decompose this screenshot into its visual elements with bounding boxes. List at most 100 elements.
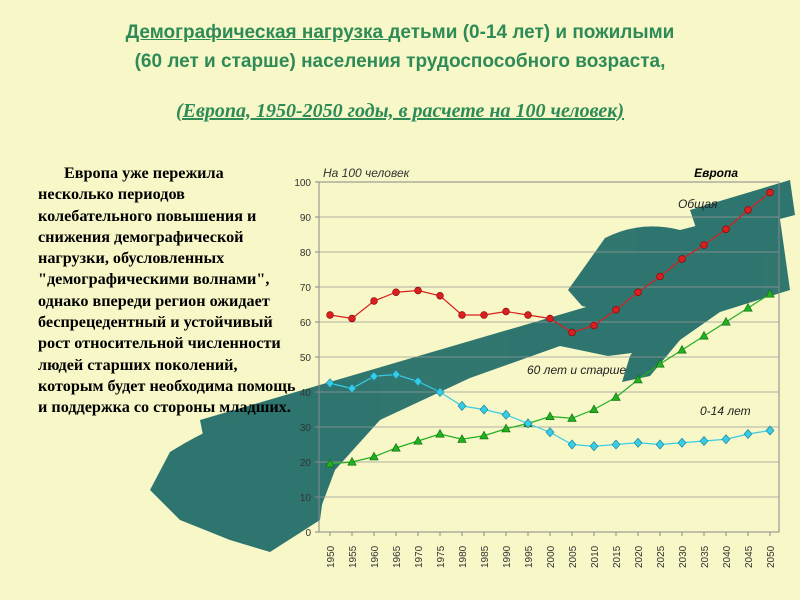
corner-label: На 100 человек [323, 166, 411, 180]
y-tick-label: 50 [300, 353, 312, 364]
data-point [457, 434, 467, 443]
data-point [347, 456, 357, 466]
data-point [656, 272, 664, 281]
data-point [391, 442, 401, 452]
x-tick-label: 2045 [744, 545, 755, 568]
data-point [523, 418, 533, 429]
slide-title: Демографическая нагрузка детьми (0-14 ле… [40, 18, 760, 76]
y-axis-ticks: 0 10 20 30 40 50 60 70 80 90 100 [294, 178, 319, 539]
data-point [545, 411, 555, 421]
data-point [633, 437, 643, 448]
data-point [546, 314, 554, 323]
data-point [435, 428, 445, 438]
x-tick-label: 1970 [414, 545, 425, 568]
x-tick-label: 2015 [612, 545, 623, 568]
title-link[interactable]: Демографическая нагрузка [125, 22, 389, 43]
series-total [326, 188, 774, 337]
data-point [369, 451, 379, 461]
series-label-children: 0-14 лет [700, 404, 751, 418]
x-tick-label: 2050 [766, 545, 777, 568]
x-axis-ticks: 1950 1955 1960 1965 1970 1975 1980 1985 1990 1995… [326, 532, 777, 568]
data-point [567, 413, 577, 422]
y-tick-label: 70 [300, 283, 312, 294]
data-point [721, 434, 731, 445]
data-point [325, 458, 335, 468]
x-tick-label: 1965 [392, 545, 403, 568]
y-tick-label: 0 [305, 528, 311, 539]
data-point [348, 314, 356, 323]
data-point [678, 255, 686, 263]
data-point [765, 288, 775, 298]
data-point [699, 436, 709, 446]
data-point [458, 311, 466, 319]
y-tick-label: 30 [300, 423, 312, 434]
data-point [413, 376, 423, 387]
y-tick-label: 80 [300, 248, 312, 259]
x-tick-label: 1960 [370, 545, 381, 568]
data-point [743, 429, 753, 439]
y-tick-label: 60 [300, 318, 312, 329]
region-label: Европа [694, 166, 738, 180]
data-point [634, 288, 642, 296]
x-tick-label: 2035 [700, 545, 711, 568]
x-tick-label: 1950 [326, 545, 337, 568]
data-point [545, 427, 555, 438]
data-point [590, 321, 598, 330]
x-tick-label: 2010 [590, 545, 601, 568]
data-point [568, 328, 576, 337]
body-paragraph: Европа уже пережила несколько периодов к… [38, 164, 296, 417]
data-point [479, 404, 489, 415]
x-tick-label: 2020 [634, 545, 645, 568]
x-tick-label: 2025 [656, 545, 667, 568]
data-point [743, 302, 753, 312]
title-line1-rest: детьми (0-14 лет) и пожилыми [388, 22, 675, 43]
series-elderly [325, 288, 775, 468]
y-tick-label: 40 [300, 388, 312, 399]
title-line2: (60 лет и старше) населения трудоспособн… [134, 51, 666, 72]
data-point [436, 292, 444, 300]
data-point [347, 383, 357, 394]
data-point [414, 286, 422, 295]
data-point [567, 439, 577, 450]
y-tick-label: 10 [300, 493, 312, 504]
y-tick-label: 20 [300, 458, 312, 469]
data-point [370, 297, 378, 305]
data-point [612, 306, 620, 314]
data-point [700, 241, 708, 249]
y-tick-label: 90 [300, 213, 312, 224]
data-point [326, 311, 334, 319]
data-point [502, 307, 510, 316]
series-children [325, 369, 775, 452]
series-layer [325, 188, 775, 468]
data-point [744, 206, 752, 214]
data-point [699, 330, 709, 340]
data-point [765, 425, 775, 436]
data-point [369, 371, 379, 382]
data-point [589, 441, 599, 452]
data-point [766, 188, 774, 197]
x-tick-label: 2005 [568, 545, 579, 568]
data-point [325, 378, 335, 389]
x-tick-label: 2000 [546, 545, 557, 568]
x-tick-label: 2030 [678, 545, 689, 568]
data-point [589, 404, 599, 414]
data-point [722, 225, 730, 233]
x-tick-label: 1985 [480, 545, 491, 568]
data-point [721, 316, 731, 326]
data-point [611, 392, 621, 401]
data-point [392, 288, 400, 296]
y-tick-label: 100 [294, 178, 311, 189]
series-label-total: Общая [678, 197, 718, 211]
x-tick-label: 1955 [348, 545, 359, 568]
x-tick-label: 2040 [722, 545, 733, 568]
data-point [655, 358, 665, 368]
x-tick-label: 1980 [458, 545, 469, 568]
x-tick-label: 1975 [436, 545, 447, 568]
data-point [655, 439, 665, 450]
data-point [677, 344, 687, 354]
slide-subtitle: (Европа, 1950-2050 годы, в расчете на 10… [175, 100, 625, 122]
data-point [501, 423, 511, 433]
data-point [480, 311, 488, 319]
data-point [633, 374, 643, 384]
